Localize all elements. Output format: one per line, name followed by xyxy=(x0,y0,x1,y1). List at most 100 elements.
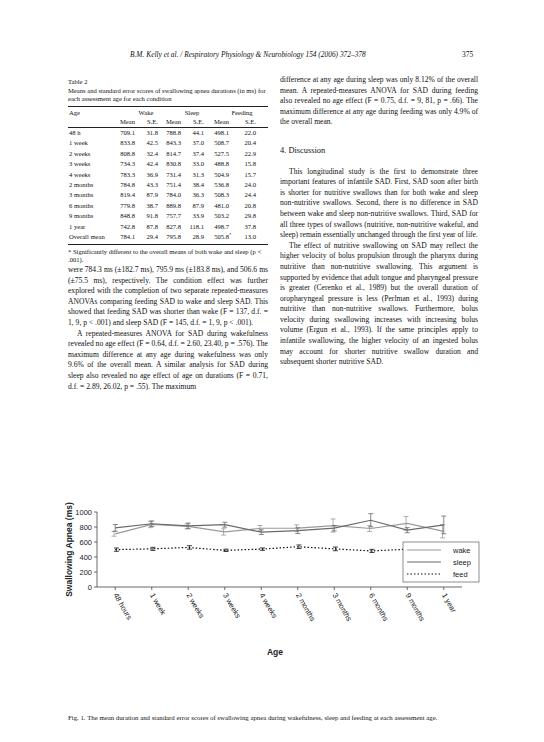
table-cell: 24.0 xyxy=(222,181,256,189)
error-stem xyxy=(189,546,190,549)
error-bar xyxy=(441,516,446,534)
error-bar xyxy=(405,528,410,533)
table-cell: 819.4 xyxy=(101,191,135,199)
paragraph: were 784.3 ms (±182.7 ms), 795.9 ms (±18… xyxy=(68,265,268,329)
table-subheader: S.E. xyxy=(226,118,256,126)
x-tick-label: 2 weeks xyxy=(185,592,207,621)
y-tick-label: 400 xyxy=(79,553,92,562)
x-tick xyxy=(443,587,444,590)
y-tick xyxy=(94,572,97,573)
y-tick xyxy=(94,542,97,543)
error-bar xyxy=(332,525,337,530)
error-cap xyxy=(260,547,265,548)
error-bar xyxy=(368,514,373,527)
table-cell: 536.8 xyxy=(195,181,229,189)
x-tick xyxy=(297,587,298,590)
table-cell: 42.5 xyxy=(124,139,158,147)
table-cell: 889.8 xyxy=(147,202,181,210)
table-cell: 488.8 xyxy=(195,160,229,168)
legend-label: sleep xyxy=(453,558,471,567)
error-stem xyxy=(406,516,407,530)
y-tick xyxy=(94,512,97,513)
error-cap xyxy=(295,527,300,528)
table-cell: 36.9 xyxy=(124,171,158,179)
table-cell: 28.9 xyxy=(170,233,204,241)
error-cap xyxy=(222,522,227,523)
table-cell: 503.2 xyxy=(195,212,229,220)
paragraph: A repeated-measures ANOVA for SAD during… xyxy=(68,329,268,393)
table-cell: 498.1 xyxy=(195,129,229,137)
table-cell: 731.4 xyxy=(147,171,181,179)
table-cell: 87.8 xyxy=(124,223,158,231)
x-tick-label: 3 weeks xyxy=(221,592,243,621)
error-cap xyxy=(440,537,445,538)
table-cell: 843.3 xyxy=(147,139,181,147)
error-cap xyxy=(369,552,374,553)
error-cap xyxy=(148,527,153,528)
chart: 0200400600800100048 hours1 week2 weeks3 … xyxy=(0,0,544,742)
footnote-mark: * xyxy=(229,231,232,239)
error-cap xyxy=(259,529,264,530)
table-cell: 31.8 xyxy=(124,129,158,137)
x-tick-label: 6 months xyxy=(367,592,390,623)
table-cell: 44.1 xyxy=(170,129,204,137)
table-rule xyxy=(68,244,268,245)
table-cell: 3 weeks xyxy=(69,160,90,168)
table-cell: 38.4 xyxy=(170,181,204,189)
table-cell: 29.8 xyxy=(222,212,256,220)
error-bar xyxy=(260,548,265,550)
error-cap xyxy=(187,545,192,546)
paragraph: This longitudinal study is the first to … xyxy=(280,167,478,241)
x-tick xyxy=(224,587,225,590)
error-cap xyxy=(368,513,373,514)
table-cell: 43.3 xyxy=(124,181,158,189)
error-cap xyxy=(150,547,155,548)
table-cell: 15.8 xyxy=(222,160,256,168)
error-cap xyxy=(331,518,336,519)
table-header: Sleep xyxy=(172,109,212,117)
table-cell: 757.7 xyxy=(147,212,181,220)
error-stem xyxy=(114,531,115,536)
error-cap xyxy=(368,526,373,527)
paragraph: difference at any age during sleep was o… xyxy=(280,75,478,128)
legend-swatch xyxy=(407,561,441,562)
error-cap xyxy=(186,523,191,524)
y-tick-label: 200 xyxy=(79,568,92,577)
table-cell: 508.7 xyxy=(195,139,229,147)
table-cell: 788.8 xyxy=(147,129,181,137)
table-subheader: Mean xyxy=(105,118,135,126)
error-cap xyxy=(369,549,374,550)
x-tick xyxy=(115,587,116,590)
legend-box xyxy=(403,542,479,582)
error-cap xyxy=(405,527,410,528)
error-bar xyxy=(187,546,192,549)
table-header: Wake xyxy=(126,109,166,117)
error-cap xyxy=(114,551,119,552)
y-tick-label: 1000 xyxy=(75,508,92,517)
error-stem xyxy=(371,549,372,552)
x-tick-label: 4 weeks xyxy=(258,592,280,621)
plot-area xyxy=(112,514,448,553)
table-cell: 29.4 xyxy=(124,233,158,241)
error-stem xyxy=(443,516,444,534)
y-tick-label: 600 xyxy=(79,538,92,547)
table-cell: 37.4 xyxy=(170,150,204,158)
error-cap xyxy=(113,524,118,525)
table-cell: 20.4 xyxy=(222,139,256,147)
x-tick-label: 3 months xyxy=(331,592,354,623)
y-tick-label: 800 xyxy=(79,523,92,532)
error-cap xyxy=(260,550,265,551)
table-cell: 38.7 xyxy=(124,202,158,210)
table-cell: 4 weeks xyxy=(69,171,90,179)
table-cell: 3 months xyxy=(69,191,93,199)
table-footnote: * Significantly different to the overall… xyxy=(68,248,268,264)
error-cap xyxy=(150,550,155,551)
error-cap xyxy=(221,535,226,536)
error-stem xyxy=(370,514,371,527)
error-bar xyxy=(333,547,338,551)
error-cap xyxy=(332,530,337,531)
error-stem xyxy=(298,545,299,549)
table-cell: 833.8 xyxy=(101,139,135,147)
error-bar xyxy=(295,528,300,534)
error-cap xyxy=(332,525,337,526)
